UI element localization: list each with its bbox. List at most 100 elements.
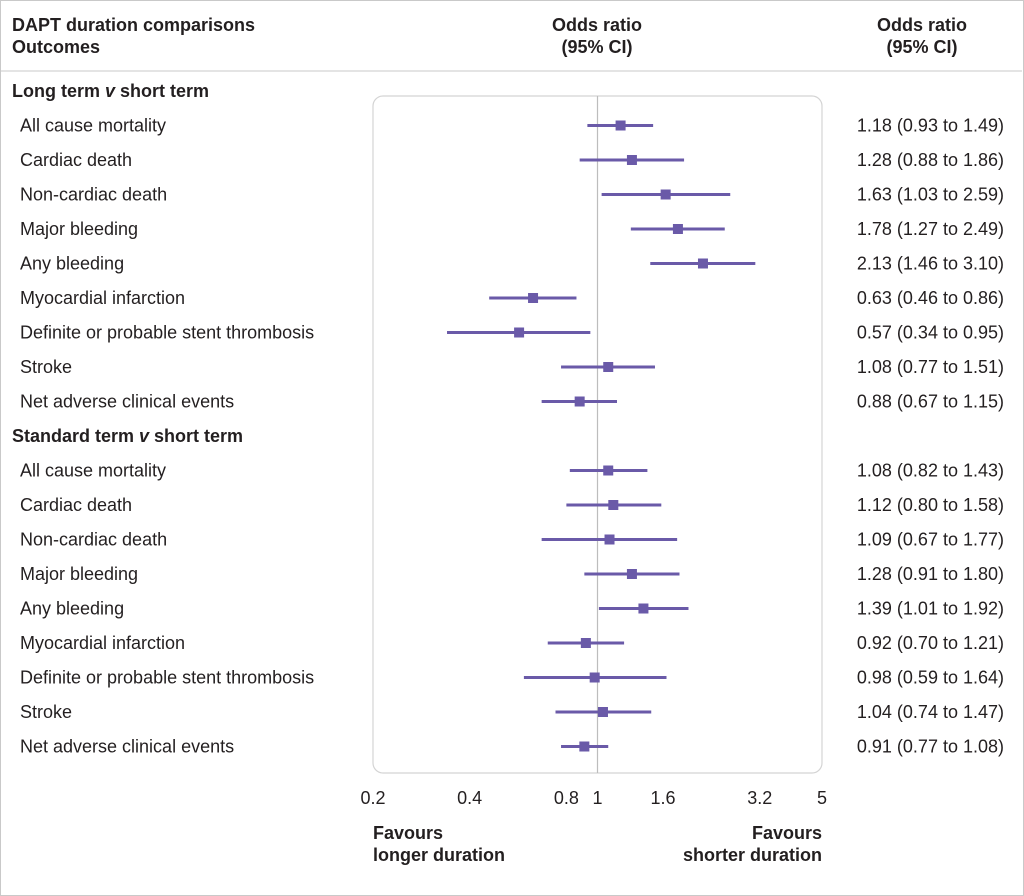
point-estimate-marker [697,258,708,269]
header-plot-title: Odds ratio [552,15,642,35]
odds-ratio-value: 1.28 (0.91 to 1.80) [857,564,1004,584]
outcome-label: Stroke [20,357,72,377]
x-tick-label: 3.2 [747,788,772,808]
group-title: Standard term v short term [12,426,243,446]
header-values-subtitle: (95% CI) [886,37,957,57]
odds-ratio-value: 1.08 (0.77 to 1.51) [857,357,1004,377]
outcome-label: Cardiac death [20,495,132,515]
x-tick-label: 1.6 [651,788,676,808]
odds-ratio-value: 0.88 (0.67 to 1.15) [857,392,1004,412]
group-title-italic: v [139,426,150,446]
group-title-end: short term [115,81,209,101]
outcome-label: Any bleeding [20,254,124,274]
favours-right-line2: shorter duration [683,845,822,865]
header-left-subtitle: Outcomes [12,37,100,57]
outcome-label: All cause mortality [20,461,166,481]
forest-row: Any bleeding 1.39 (1.01 to 1.92) [20,599,1004,619]
outcome-label: Net adverse clinical events [20,737,234,757]
odds-ratio-value: 0.63 (0.46 to 0.86) [857,288,1004,308]
point-estimate-marker [579,741,590,752]
outcome-label: Major bleeding [20,564,138,584]
odds-ratio-value: 1.18 (0.93 to 1.49) [857,116,1004,136]
odds-ratio-value: 1.12 (0.80 to 1.58) [857,495,1004,515]
x-tick-label: 1 [592,788,602,808]
forest-row: Myocardial infarction 0.92 (0.70 to 1.21) [20,633,1004,653]
header-plot-subtitle: (95% CI) [561,37,632,57]
header-values-title: Odds ratio [877,15,967,35]
forest-row: Major bleeding 1.78 (1.27 to 2.49) [20,219,1004,239]
group-title-start: Standard term [12,426,139,446]
x-tick-label: 0.2 [360,788,385,808]
outcome-label: Definite or probable stent thrombosis [20,668,314,688]
odds-ratio-value: 1.08 (0.82 to 1.43) [857,461,1004,481]
outcome-label: Cardiac death [20,150,132,170]
forest-row: Net adverse clinical events 0.88 (0.67 to… [20,392,1004,412]
favours-left-line2: longer duration [373,845,505,865]
outcome-label: Non-cardiac death [20,185,167,205]
point-estimate-marker [626,155,637,165]
group-title-start: Long term [12,81,105,101]
favours-right-line1: Favours [752,823,822,843]
point-estimate-marker [626,569,637,579]
header: DAPT duration comparisons Outcomes Odds … [12,15,967,57]
forest-row: Net adverse clinical events 0.91 (0.77 to… [20,737,1004,757]
forest-row: Cardiac death 1.28 (0.88 to 1.86) [20,150,1004,170]
odds-ratio-value: 2.13 (1.46 to 3.10) [857,254,1004,274]
forest-row: All cause mortality 1.18 (0.93 to 1.49) [20,116,1004,136]
point-estimate-marker [603,465,614,476]
favours-labels: Favours longer duration Favours shorter … [373,823,822,865]
outcome-label: Major bleeding [20,219,138,239]
point-estimate-marker [638,603,649,614]
x-tick-label: 5 [817,788,827,808]
forest-row: Non-cardiac death 1.63 (1.03 to 2.59) [20,185,1004,205]
group-title-end: short term [149,426,243,446]
odds-ratio-value: 0.92 (0.70 to 1.21) [857,633,1004,653]
forest-row: Major bleeding 1.28 (0.91 to 1.80) [20,564,1004,584]
point-estimate-marker [514,327,525,338]
outcome-label: Net adverse clinical events [20,392,234,412]
outcome-label: Myocardial infarction [20,633,185,653]
x-axis-ticks: 0.2 0.4 0.8 1 1.6 3.2 5 [360,788,827,808]
outcome-label: Non-cardiac death [20,530,167,550]
point-estimate-marker [660,189,671,200]
odds-ratio-value: 1.09 (0.67 to 1.77) [857,530,1004,550]
point-estimate-marker [604,534,615,545]
point-estimate-marker [574,396,585,407]
forest-row: Stroke 1.04 (0.74 to 1.47) [20,702,1004,722]
forest-row: Cardiac death 1.12 (0.80 to 1.58) [20,495,1004,515]
forest-row: All cause mortality 1.08 (0.82 to 1.43) [20,461,1004,481]
odds-ratio-value: 1.63 (1.03 to 2.59) [857,185,1004,205]
outcome-label: Any bleeding [20,599,124,619]
x-tick-label: 0.8 [554,788,579,808]
outcome-label: All cause mortality [20,116,166,136]
odds-ratio-value: 0.57 (0.34 to 0.95) [857,323,1004,343]
odds-ratio-value: 1.28 (0.88 to 1.86) [857,150,1004,170]
point-estimate-marker [580,638,591,648]
favours-left-line1: Favours [373,823,443,843]
outcome-label: Stroke [20,702,72,722]
forest-row: Myocardial infarction 0.63 (0.46 to 0.86) [20,288,1004,308]
outcome-label: Myocardial infarction [20,288,185,308]
forest-row: Definite or probable stent thrombosis 0.5… [20,323,1004,343]
odds-ratio-value: 0.91 (0.77 to 1.08) [857,737,1004,757]
forest-row: Definite or probable stent thrombosis 0.9… [20,668,1004,688]
outcome-label: Definite or probable stent thrombosis [20,323,314,343]
header-left-title: DAPT duration comparisons [12,15,255,35]
odds-ratio-value: 1.39 (1.01 to 1.92) [857,599,1004,619]
forest-row: Any bleeding 2.13 (1.46 to 3.10) [20,254,1004,274]
point-estimate-marker [608,500,619,510]
odds-ratio-value: 1.78 (1.27 to 2.49) [857,219,1004,239]
point-estimate-marker [615,120,626,131]
group-title: Long term v short term [12,81,209,101]
rows-layer: Long term v short term All cause mortalit… [12,81,1004,757]
odds-ratio-value: 1.04 (0.74 to 1.47) [857,702,1004,722]
forest-row: Non-cardiac death 1.09 (0.67 to 1.77) [20,530,1004,550]
group-title-italic: v [105,81,116,101]
forest-row: Stroke 1.08 (0.77 to 1.51) [20,357,1004,377]
point-estimate-marker [589,672,600,683]
x-tick-label: 0.4 [457,788,482,808]
point-estimate-marker [603,362,614,372]
odds-ratio-value: 0.98 (0.59 to 1.64) [857,668,1004,688]
